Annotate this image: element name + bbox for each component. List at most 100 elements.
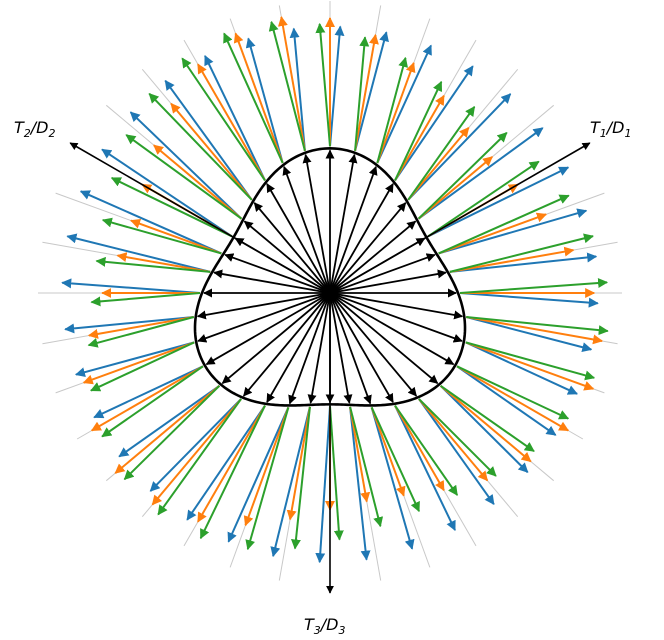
outer-arrow	[79, 190, 222, 255]
outer-arrow	[349, 406, 384, 528]
outer-arrow	[349, 406, 371, 561]
outer-arrow	[376, 56, 408, 164]
axis-label-t1: T1/D1	[590, 118, 632, 140]
outer-arrow	[245, 37, 284, 164]
outer-arrow	[394, 80, 443, 181]
outer-arrow	[233, 32, 284, 164]
outer-arrow	[407, 93, 512, 201]
inner-arrow	[329, 153, 358, 294]
inner-arrow	[288, 292, 331, 405]
axis-label-t3: T3/D3	[304, 615, 346, 637]
inner-arrow	[205, 292, 331, 366]
outer-arrow	[148, 92, 253, 201]
outer-arrow	[394, 405, 456, 531]
inner-arrow	[329, 292, 353, 404]
outer-arrow	[459, 278, 609, 294]
outer-arrow	[204, 55, 266, 181]
outer-arrow	[130, 218, 222, 255]
outer-arrow	[440, 385, 535, 453]
outer-arrow	[449, 246, 575, 273]
outer-arrow	[245, 407, 290, 551]
inner-arrow	[329, 292, 394, 403]
outer-arrow	[417, 132, 508, 220]
outer-arrow	[101, 148, 233, 238]
outer-arrow	[394, 94, 445, 181]
inner-arrow	[329, 253, 436, 294]
outer-arrow	[438, 212, 547, 255]
outer-arrow	[170, 102, 253, 201]
outer-arrow	[223, 32, 284, 164]
outer-arrow	[465, 341, 596, 381]
outer-arrow	[82, 341, 195, 385]
outer-arrow	[164, 79, 253, 201]
inner-arrow	[234, 237, 331, 294]
outer-arrow	[153, 144, 243, 220]
outer-arrow	[197, 63, 266, 181]
outer-arrow	[95, 256, 211, 273]
outer-arrow	[418, 398, 489, 482]
outer-arrows	[61, 16, 609, 564]
outer-arrow	[465, 341, 578, 395]
outer-arrow	[289, 27, 306, 151]
outer-arrow	[456, 365, 557, 436]
inner-arrow	[213, 269, 331, 294]
outer-arrow	[466, 316, 604, 345]
outer-arrow	[354, 36, 370, 151]
inner-arrow	[329, 269, 447, 294]
outer-arrow	[149, 398, 242, 492]
outer-arrow	[456, 365, 570, 420]
outer-arrow	[90, 341, 195, 392]
inner-arrow	[329, 183, 394, 294]
outer-arrow	[315, 406, 331, 564]
outer-arrow	[277, 16, 306, 151]
inner-arrow	[224, 253, 331, 294]
outer-arrow	[376, 62, 416, 164]
outer-arrow	[90, 292, 201, 307]
outer-arrow	[101, 365, 204, 438]
inner-arrow	[242, 292, 331, 397]
inner-arrow	[329, 292, 455, 366]
outer-arrow	[449, 233, 594, 273]
outer-arrow	[465, 341, 595, 391]
inner-arrow	[197, 292, 331, 343]
inner-arrow	[307, 292, 331, 404]
inner-arrow	[302, 153, 331, 294]
outer-arrow	[466, 316, 609, 336]
inner-arrow	[253, 202, 331, 294]
outer-arrow	[354, 31, 389, 152]
outer-arrow	[199, 405, 266, 540]
outer-arrow	[101, 217, 222, 255]
outer-arrow	[418, 398, 495, 506]
outer-arrow	[407, 126, 470, 201]
inner-arrow	[329, 292, 439, 384]
outer-arrow	[459, 292, 599, 308]
outer-arrow	[394, 405, 445, 492]
outer-arrow	[418, 398, 497, 477]
outer-arrow	[110, 177, 233, 238]
outer-arrow	[74, 341, 195, 378]
outer-arrow	[407, 105, 476, 201]
outer-arrow	[87, 316, 195, 348]
axis-label-t2: T2/D2	[14, 118, 56, 140]
outer-arrow	[329, 406, 344, 541]
boundary-curve	[193, 147, 467, 407]
inner-arrow	[196, 292, 331, 320]
outer-arrow	[197, 405, 266, 523]
outer-arrow	[394, 65, 474, 181]
outer-arrow	[394, 405, 459, 496]
outer-arrow	[376, 44, 432, 164]
inner-arrows	[196, 149, 464, 405]
inner-arrow	[243, 220, 331, 294]
outer-arrow	[427, 160, 540, 238]
outer-arrow	[456, 365, 570, 432]
outer-arrow	[290, 406, 311, 550]
inner-arrow	[282, 165, 331, 294]
inner-arrow	[329, 202, 407, 294]
outer-arrow	[315, 22, 331, 147]
outer-arrow	[181, 57, 266, 181]
inner-arrow	[329, 220, 417, 294]
outer-arrow	[87, 316, 194, 339]
outer-arrow	[243, 406, 290, 527]
outer-arrow	[151, 398, 242, 506]
